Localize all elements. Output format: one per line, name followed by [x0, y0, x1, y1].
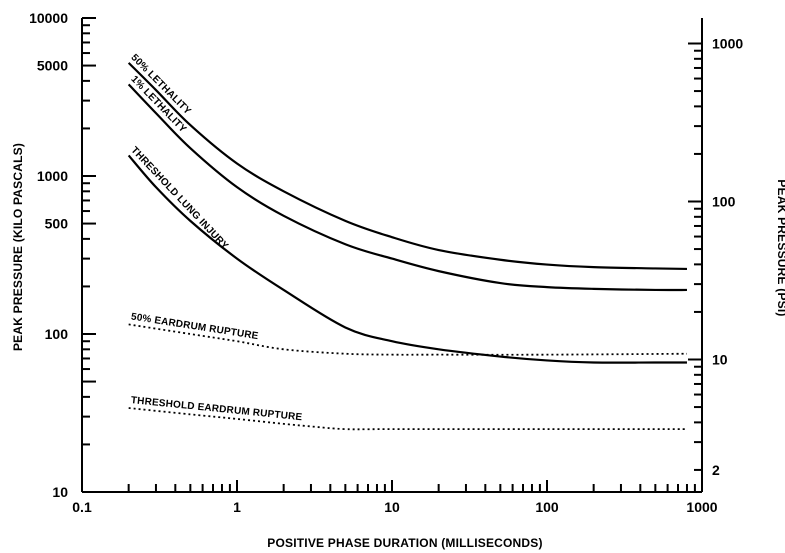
y-right-tick-label: 1000	[712, 35, 743, 51]
y-left-tick-label: 5000	[37, 58, 68, 74]
curve-label-threshold-eardrum-rupture: THRESHOLD EARDRUM RUPTURE	[130, 395, 303, 423]
x-tick-label: 10	[384, 499, 400, 515]
y-right-tick-label: 2	[712, 462, 720, 478]
y-right-tick-label: 10	[712, 351, 728, 367]
series-line-50pct-lethality	[127, 62, 687, 271]
y-left-tick-label: 100	[45, 326, 69, 342]
y-left-tick-label: 10000	[29, 10, 68, 26]
series-line-1pct-lethality	[127, 83, 687, 292]
x-tick-label: 100	[535, 499, 559, 515]
series-line-50pct-eardrum-rupture	[128, 323, 687, 356]
ticks: 0.1 1 10 100 1000 10 100 500 1000 5000 10000 2 10 100…	[29, 10, 743, 515]
x-tick-label: 0.1	[72, 499, 92, 515]
y-left-tick-label: 1000	[37, 168, 68, 184]
series	[127, 62, 687, 431]
x-axis-title: POSITIVE PHASE DURATION (MILLISECONDS)	[267, 536, 542, 550]
series-line-threshold-eardrum-rupture	[128, 407, 687, 431]
axes	[81, 18, 703, 493]
x-tick-label: 1000	[686, 499, 717, 515]
curve-label-threshold-lung-injury: THRESHOLD LUNG INJURY	[128, 145, 230, 252]
y-right-tick-label: 100	[712, 193, 736, 209]
series-line-threshold-lung-injury	[127, 154, 687, 364]
y-axis-title-left: PEAK PRESSURE (KILO PASCALS)	[11, 143, 25, 351]
x-tick-label: 1	[233, 499, 241, 515]
y-left-tick-label: 500	[45, 216, 69, 232]
y-left-tick-label: 10	[52, 484, 68, 500]
y-axis-title-right: PEAK PRESSURE (PSI)	[775, 179, 785, 316]
